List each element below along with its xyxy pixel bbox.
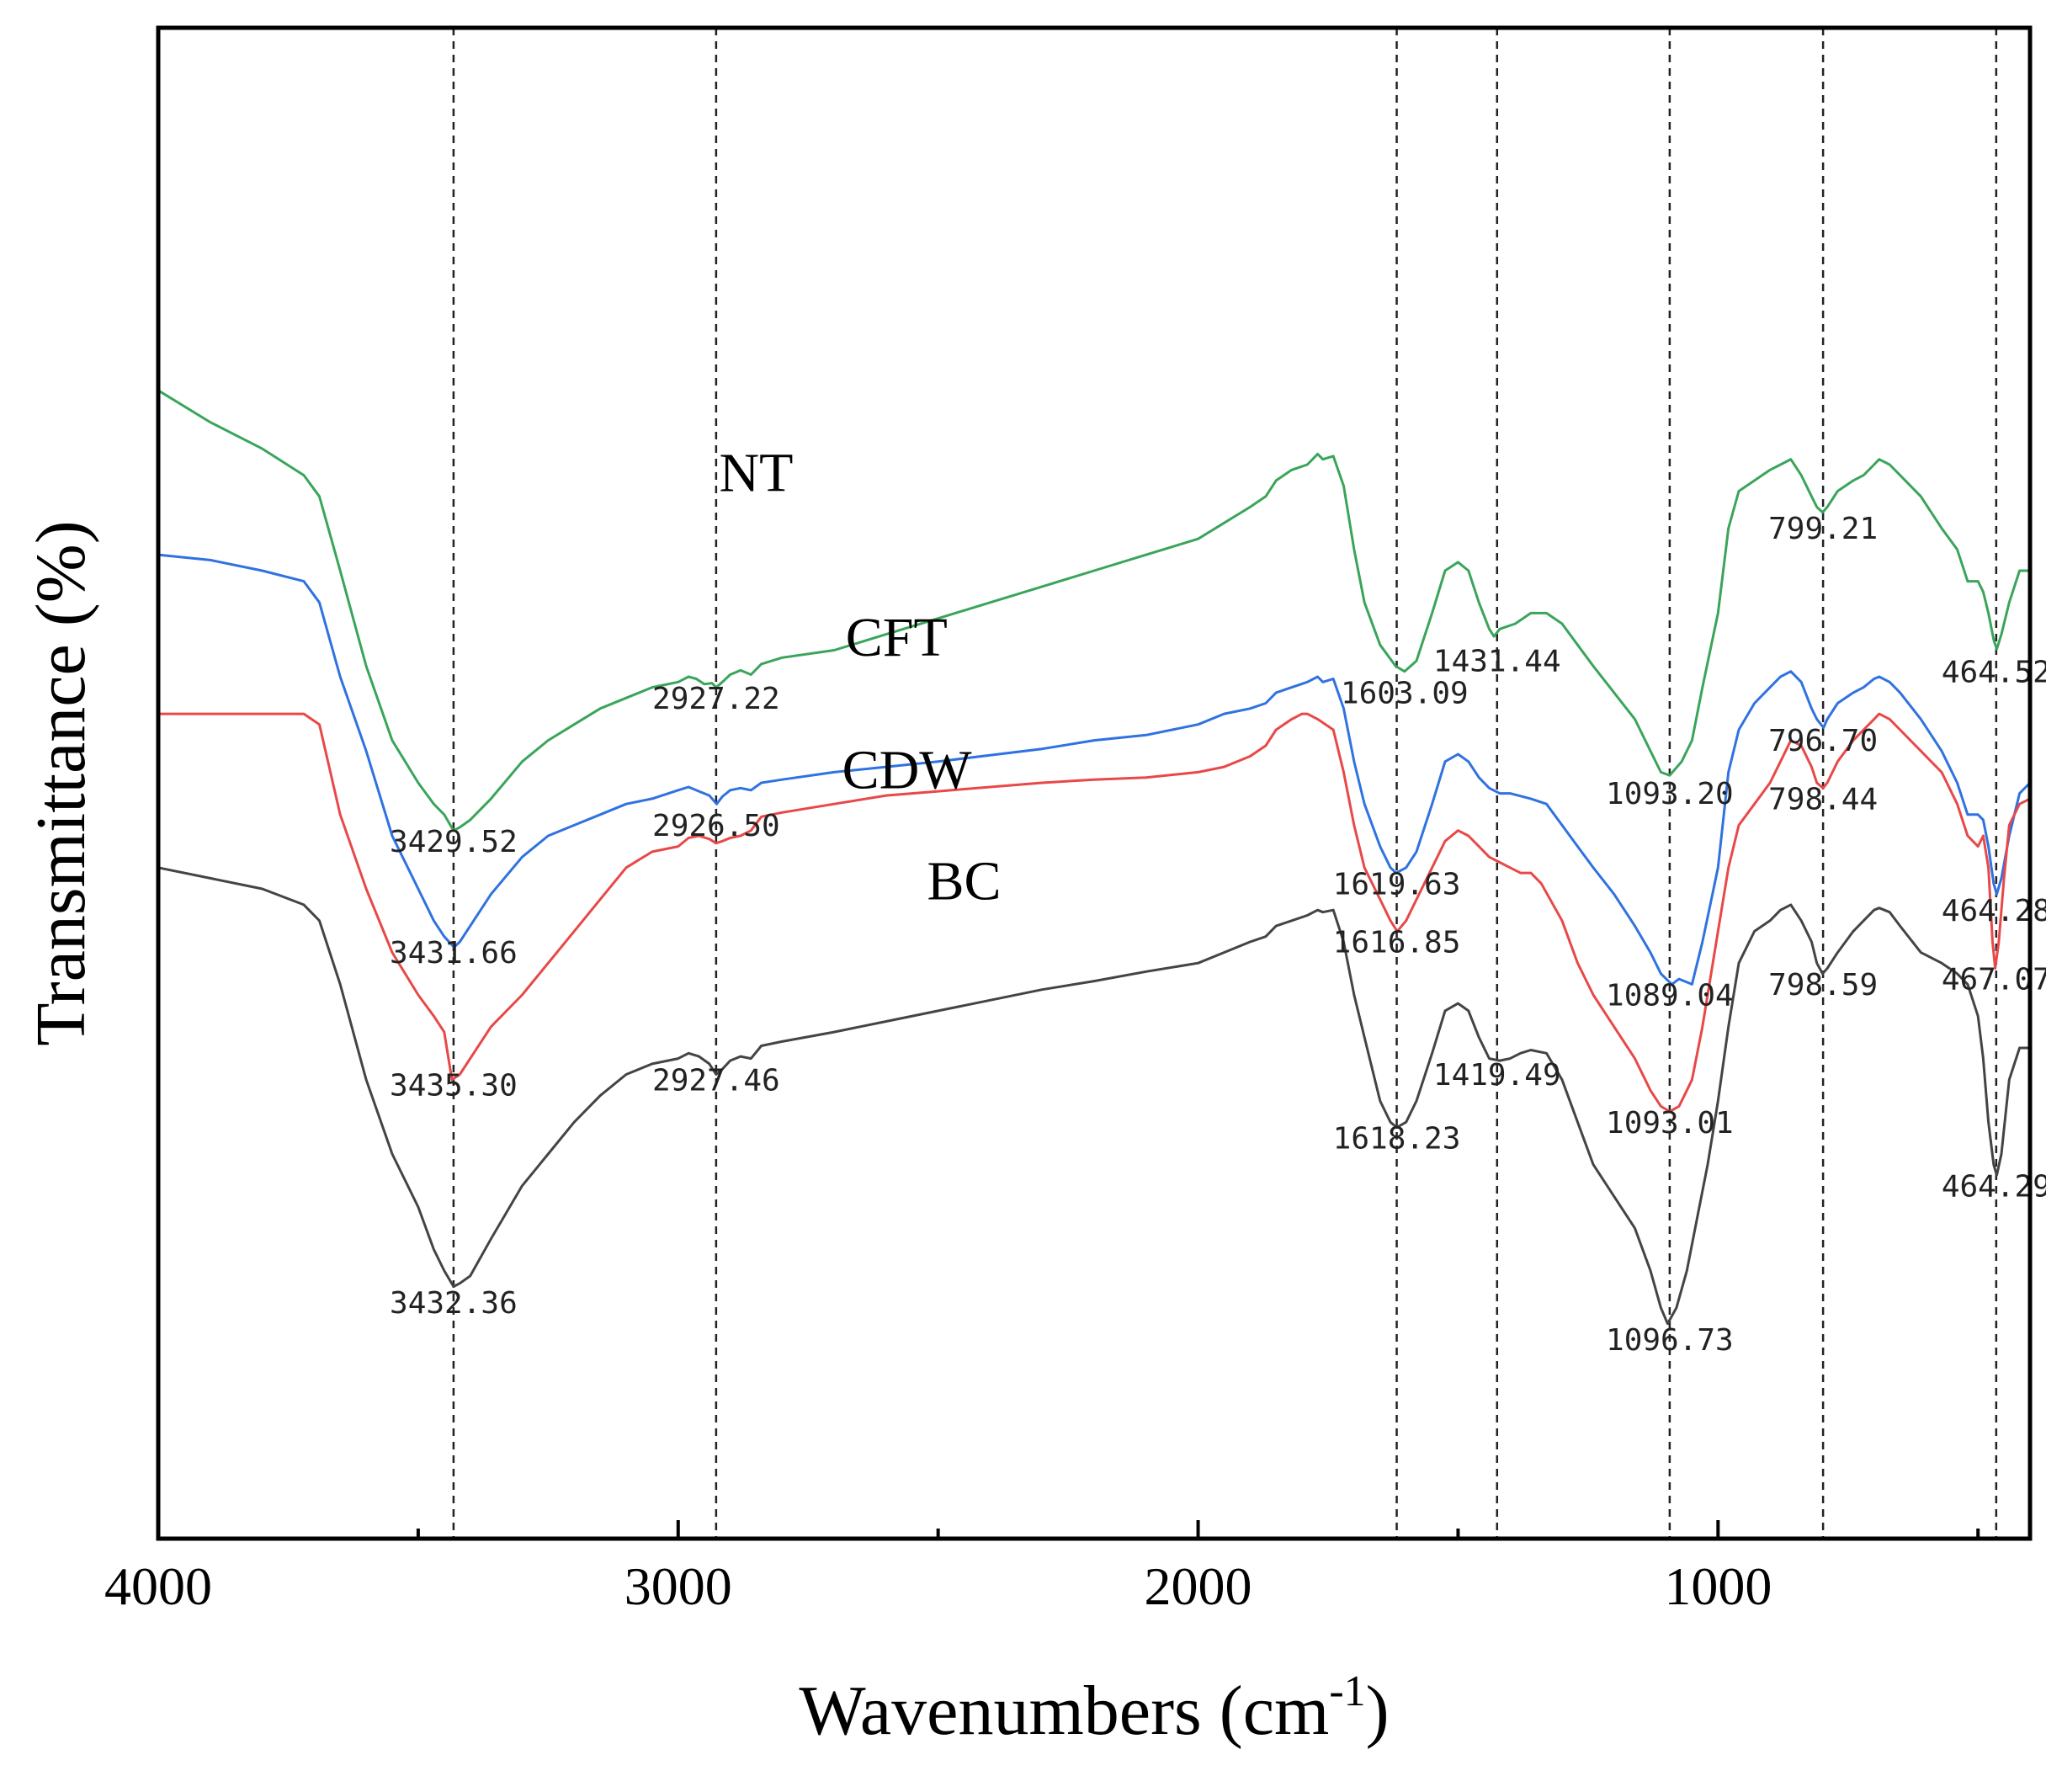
peak-label-0: 3429.52 bbox=[390, 825, 518, 859]
x-axis-label-main: Wavenumbers (cm bbox=[799, 1672, 1329, 1750]
series-label-cft: CFT bbox=[846, 607, 948, 668]
peak-label-3: 1431.44 bbox=[1433, 645, 1561, 679]
plot-frame bbox=[156, 25, 2033, 1541]
peak-label-11: 1089.04 bbox=[1606, 979, 1734, 1013]
peak-label-8: 3431.66 bbox=[390, 936, 518, 970]
peak-label-2: 1603.09 bbox=[1341, 677, 1469, 711]
series-label-nt: NT bbox=[719, 443, 793, 504]
x-axis-label-end: ) bbox=[1366, 1672, 1390, 1750]
peak-label-24: 1096.73 bbox=[1606, 1323, 1734, 1358]
x-tick-label-2000: 2000 bbox=[1145, 1556, 1252, 1616]
x-tick-label-1000: 1000 bbox=[1664, 1556, 1772, 1616]
y-axis-label: Transmittance (%) bbox=[22, 520, 100, 1045]
x-axis-ticks: 4000 3000 2000 1000 bbox=[104, 1520, 1980, 1616]
x-tick-label-3000: 3000 bbox=[624, 1556, 732, 1616]
peak-label-21: 1093.01 bbox=[1606, 1106, 1734, 1141]
series-label-cdw: CDW bbox=[842, 739, 973, 800]
series-layer bbox=[157, 389, 2032, 1326]
x-tick-label-4000: 4000 bbox=[104, 1556, 212, 1616]
peak-label-17: 798.59 bbox=[1768, 968, 1878, 1002]
peak-label-23: 3432.36 bbox=[390, 1286, 518, 1321]
series-label-bc: BC bbox=[927, 851, 1002, 912]
peak-label-10: 796.70 bbox=[1768, 724, 1878, 758]
peak-label-20: 1419.49 bbox=[1433, 1058, 1561, 1093]
peak-label-9: 1619.63 bbox=[1333, 867, 1461, 901]
series-labels: NT CFT CDW BC bbox=[719, 443, 1001, 912]
peak-label-18: 2927.46 bbox=[652, 1063, 780, 1098]
series-line-nt bbox=[157, 389, 2030, 832]
peak-label-7: 2926.50 bbox=[652, 809, 780, 843]
peak-label-12: 798.44 bbox=[1768, 783, 1878, 817]
peak-label-4: 1093.20 bbox=[1606, 777, 1734, 811]
x-axis-label-sup: -1 bbox=[1329, 1667, 1365, 1715]
peak-label-15: 3435.30 bbox=[390, 1069, 518, 1103]
peak-label-16: 1616.85 bbox=[1333, 926, 1461, 960]
peak-label-19: 1618.23 bbox=[1333, 1122, 1461, 1157]
series-line-cdw bbox=[158, 712, 2031, 1114]
peak-label-5: 799.21 bbox=[1768, 512, 1878, 546]
reference-lines bbox=[452, 28, 1998, 1539]
series-line-bc bbox=[157, 866, 2030, 1326]
peak-label-1: 2927.22 bbox=[652, 682, 780, 716]
series-line-cft bbox=[157, 553, 2032, 986]
x-axis-label: Wavenumbers (cm-1) bbox=[799, 1667, 1389, 1750]
